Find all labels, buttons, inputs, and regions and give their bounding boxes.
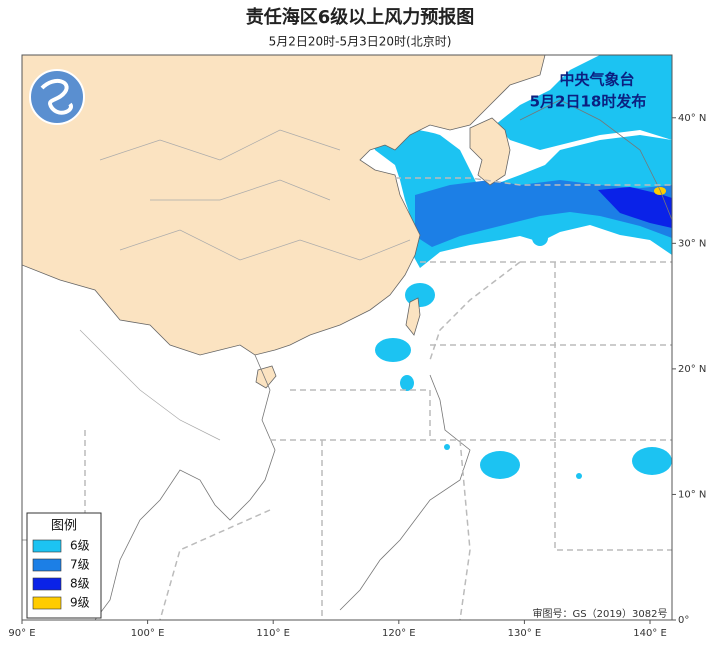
legend-title: 图例 — [51, 519, 77, 534]
wind-area — [632, 447, 672, 475]
wind-area — [598, 187, 672, 228]
lat-tick-label: 20° N — [678, 364, 706, 375]
legend-label: 7级 — [70, 558, 90, 572]
wind-area — [400, 375, 414, 391]
issuer-name: 中央气象台 — [559, 71, 634, 89]
coast — [339, 374, 471, 611]
land — [405, 297, 421, 336]
lat-tick-label: 10° N — [678, 489, 706, 500]
lon-tick-label: 110° E — [256, 628, 290, 639]
issue-time: 5月2日18时发布 — [530, 93, 647, 111]
sea-area-boundary — [420, 261, 672, 551]
subtitle: 5月2日20时-5月3日20时(北京时) — [269, 35, 452, 49]
wind-area — [375, 338, 411, 362]
lon-tick-label: 100° E — [131, 628, 165, 639]
map-area — [22, 55, 672, 620]
coast — [94, 354, 276, 620]
logo-mark — [40, 78, 73, 115]
lon-tick-label: 120° E — [382, 628, 416, 639]
lon-tick-label: 90° E — [8, 628, 35, 639]
lat-tick-label: 0° — [678, 615, 689, 626]
wind-area — [495, 55, 672, 150]
legend-label: 8级 — [70, 577, 90, 591]
lon-tick-label: 130° E — [508, 628, 542, 639]
title: 责任海区6级以上风力预报图 — [246, 6, 475, 28]
wind-area — [576, 473, 582, 479]
wind-area — [480, 451, 520, 479]
coast — [519, 99, 672, 221]
map-frame — [21, 54, 673, 621]
wind-area — [444, 444, 450, 450]
land — [469, 117, 511, 186]
border-line — [79, 129, 341, 441]
land — [22, 55, 546, 356]
legend-swatch — [32, 539, 62, 553]
land — [255, 365, 277, 389]
lat-tick-label: 40° N — [678, 113, 706, 124]
lon-tick-label: 140° E — [633, 628, 667, 639]
legend-label: 6级 — [70, 539, 90, 553]
legend-swatch — [32, 577, 62, 591]
review-number: 审图号：GS（2019）3082号 — [533, 607, 668, 620]
legend: 图例 6级 7级 8级 9级 — [26, 512, 102, 619]
wind-area — [532, 230, 548, 246]
river — [119, 229, 411, 261]
legend-swatch — [32, 596, 62, 610]
lat-tick-label: 30° N — [678, 238, 706, 249]
legend-label: 9级 — [70, 596, 90, 610]
sea-area-boundary — [395, 177, 672, 186]
sea-area-boundary — [159, 389, 471, 620]
legend-swatch — [32, 558, 62, 572]
